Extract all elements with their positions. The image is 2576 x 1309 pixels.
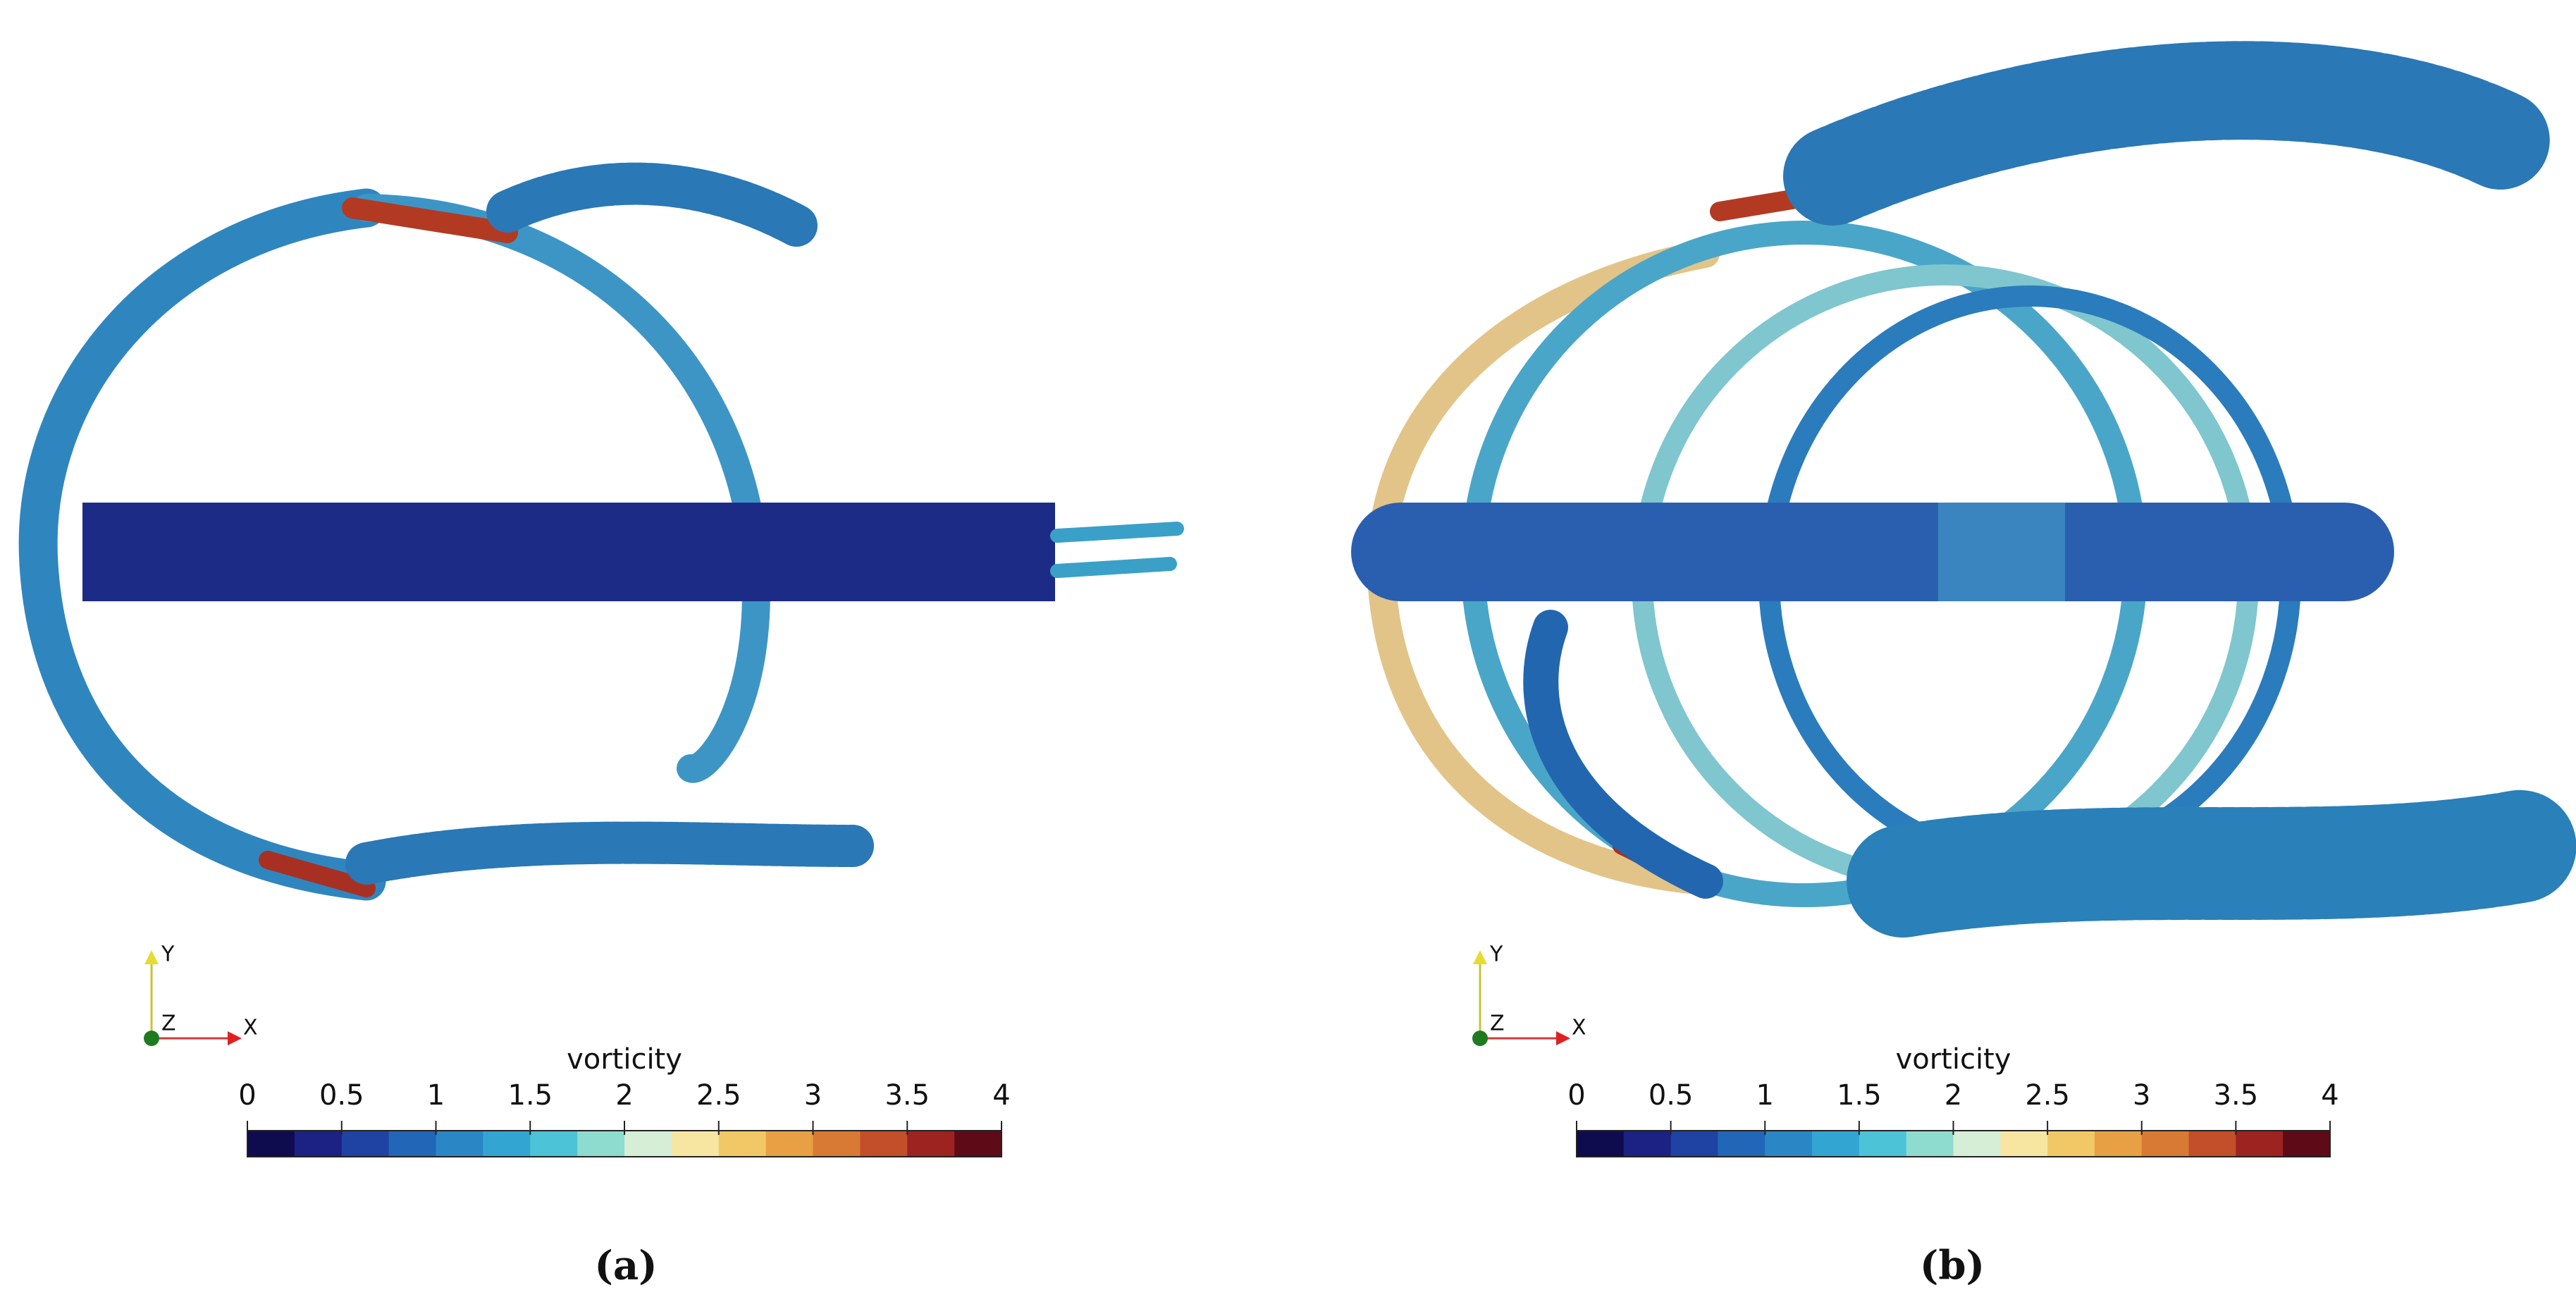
colorbar-tick-label: 2 (1945, 1079, 1962, 1112)
triad-x-label: X (243, 1016, 258, 1040)
colormap-segment (1812, 1131, 1860, 1157)
colormap-segment (436, 1131, 483, 1157)
colormap-segment (577, 1131, 625, 1157)
panel-label: (a) (594, 1243, 657, 1289)
triad-z (1472, 1031, 1488, 1046)
render-b (1351, 41, 2576, 938)
colormap-segment (907, 1131, 955, 1157)
colormap-segment (2283, 1131, 2331, 1157)
colorbar-tick-label: 3 (804, 1079, 822, 1112)
triad-y-head (1473, 950, 1487, 964)
triad-y-head (144, 950, 159, 964)
colormap-segment (1765, 1131, 1813, 1157)
colorbar-tick-label: 3.5 (885, 1079, 930, 1112)
colormap-segment (671, 1131, 720, 1157)
panel: vorticity 0 0.5 1 1.5 2 2.5 3 3.5 4 Y X Z (a) (144, 942, 1011, 1289)
colormap-segment (624, 1131, 672, 1157)
colormap-segment (388, 1131, 436, 1157)
colorbar-tick-label: 0.5 (319, 1079, 364, 1112)
colorbar-tick-label: 2 (615, 1079, 633, 1112)
colormap-segment (718, 1131, 767, 1157)
colorbar-tick-label: 1 (1756, 1079, 1774, 1112)
triad-y-label: Y (161, 942, 175, 967)
colorbar-tick-label: 3.5 (2214, 1079, 2259, 1112)
colormap-segment (1718, 1131, 1765, 1157)
colormap-segment (530, 1131, 578, 1157)
triad-y-label: Y (1489, 942, 1503, 967)
colorbar-tick-label: 0 (1567, 1079, 1585, 1112)
colorbar-tick-label: 0.5 (1648, 1079, 1694, 1112)
colormap-segment (2188, 1131, 2236, 1157)
colormap-segment (813, 1131, 861, 1157)
colormap-segment (2094, 1131, 2143, 1157)
colormap-segment (483, 1131, 531, 1157)
colormap-segment (2141, 1131, 2190, 1157)
colormap-segment (860, 1131, 908, 1157)
colorbar-tick-label: 1 (427, 1079, 445, 1112)
colormap-segment (247, 1131, 295, 1157)
colormap-segment (2236, 1131, 2284, 1157)
colorbar-tick-label: 1.5 (507, 1079, 553, 1112)
colormap-segment (954, 1131, 1002, 1157)
colorbar-tick-label: 3 (2133, 1079, 2150, 1112)
colormap-segment (1577, 1131, 1625, 1157)
colorbar-title: vorticity (567, 1043, 682, 1076)
colormap-segment (341, 1131, 390, 1157)
colormap-segment (2047, 1131, 2095, 1157)
colorbar-tick-label: 1.5 (1837, 1079, 1882, 1112)
panel: vorticity 0 0.5 1 1.5 2 2.5 3 3.5 4 Y X Z (b) (1472, 942, 2339, 1289)
colorbar-title: vorticity (1896, 1043, 2011, 1076)
panel-label: (b) (1920, 1243, 1985, 1289)
colormap-segment (1623, 1131, 1672, 1157)
triad-x-head (1556, 1031, 1570, 1045)
colorbar-tick-label: 2.5 (2025, 1079, 2070, 1112)
colorbar-tick-label: 2.5 (696, 1079, 741, 1112)
colormap-segment (1906, 1131, 1954, 1157)
colorbar-tick-label: 4 (992, 1079, 1010, 1112)
colormap-segment (1859, 1131, 1907, 1157)
colormap-segment (1670, 1131, 1718, 1157)
triad-z-label: Z (161, 1012, 176, 1036)
triad-x-head (228, 1031, 242, 1045)
colormap-segment (2000, 1131, 2048, 1157)
triad-z (144, 1031, 159, 1046)
render-a (18, 162, 1184, 901)
triad-z-label: Z (1490, 1012, 1505, 1036)
colorbar-tick-label: 4 (2321, 1079, 2338, 1112)
colormap-segment (765, 1131, 813, 1157)
triad-x-label: X (1572, 1016, 1586, 1040)
colormap-segment (1953, 1131, 2001, 1157)
colormap-segment (294, 1131, 343, 1157)
colorbar-tick-label: 0 (238, 1079, 256, 1112)
